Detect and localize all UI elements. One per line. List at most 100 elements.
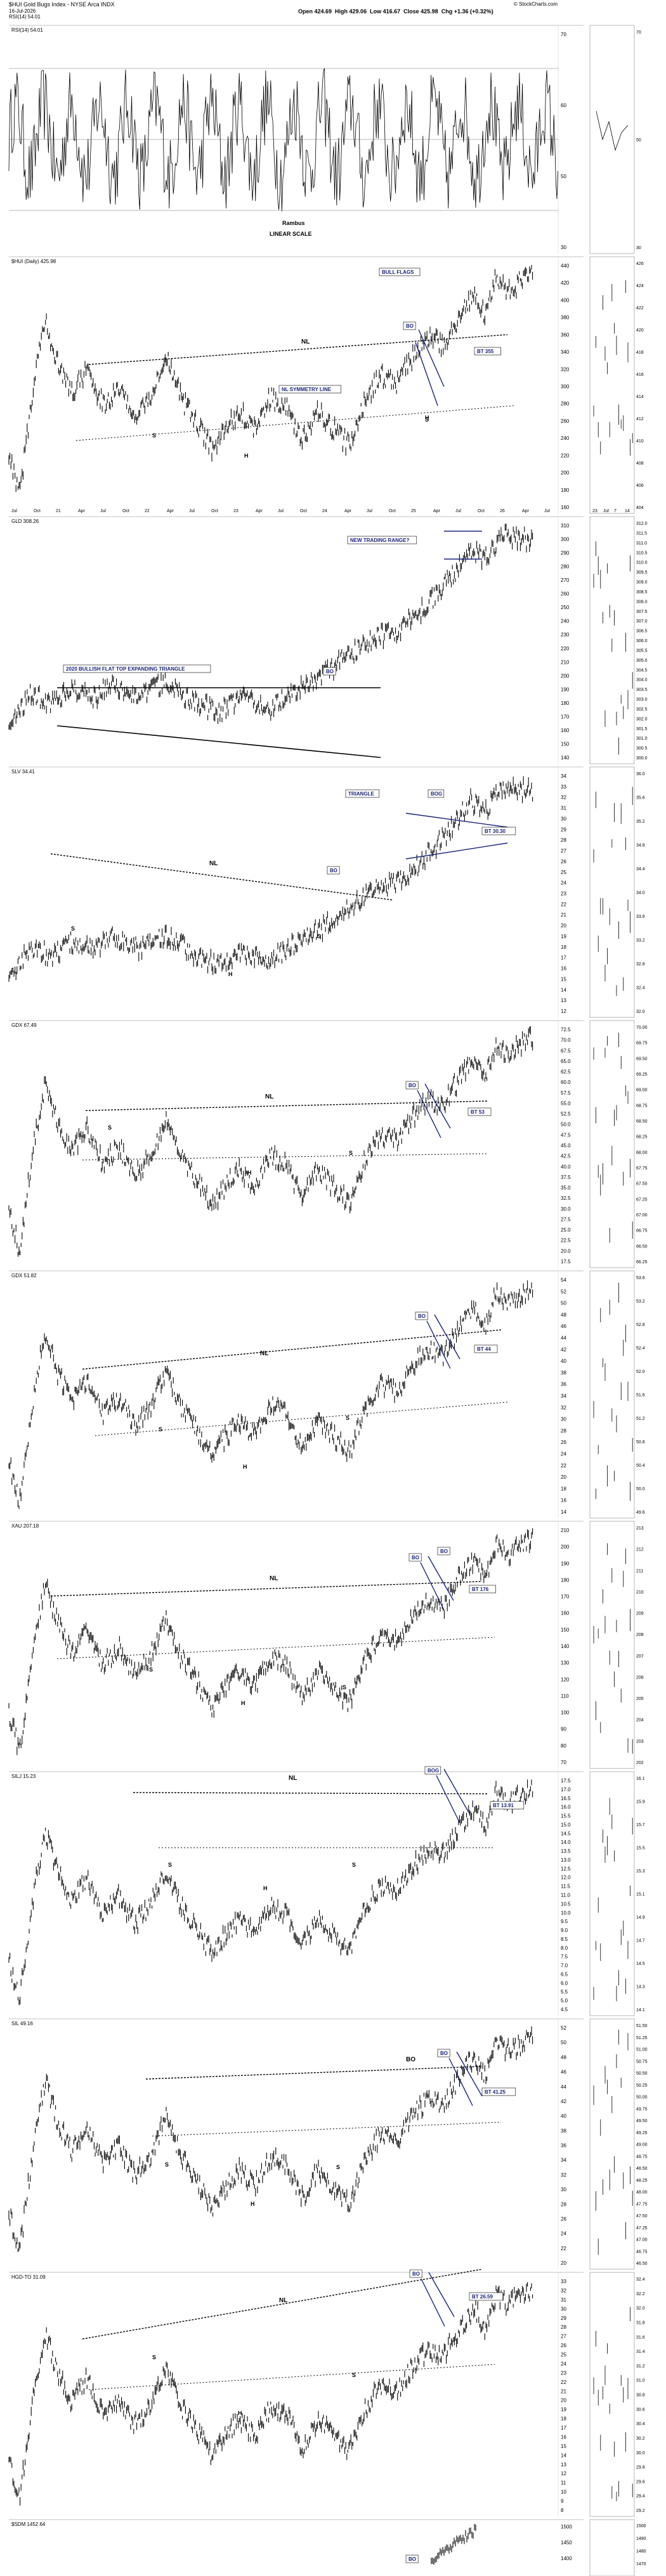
annotation-pattern: S: [168, 1862, 172, 1868]
y-tick-label: 33: [561, 784, 566, 790]
annotation-bo-box: [437, 2049, 450, 2058]
annotation-bo: BO: [412, 2271, 420, 2277]
mini-y-tick-label: 213: [636, 1526, 644, 1531]
mini-y-tick-label: 29.8: [636, 2466, 645, 2470]
mini-candles: [593, 280, 633, 456]
y-tick-label: 17.0: [561, 1787, 571, 1793]
annotation-flat-top-triangle-box: [63, 664, 211, 673]
y-tick-label: 14: [561, 2452, 566, 2458]
x-tick-label: Apr: [522, 509, 530, 513]
mini-y-tick-label: 52.8: [636, 1323, 645, 1327]
y-tick-label: 38: [561, 1370, 566, 1375]
y-tick-label: 160: [561, 728, 570, 733]
x-tick-label: Oct: [122, 509, 129, 513]
y-tick-label: 7.5: [561, 1954, 568, 1960]
low-value: Low 416.67: [370, 8, 401, 15]
x-tick-label: Oct: [478, 509, 485, 513]
mini-y-tick-label: 49.50: [636, 2119, 648, 2123]
y-tick-label: 52: [561, 1289, 566, 1294]
y-tick-label: 30: [561, 2187, 566, 2193]
mini-y-tick-label: 310.5: [636, 551, 648, 555]
y-tick-label: 40: [561, 1358, 566, 1364]
mini-y-tick-label: 66.25: [636, 1260, 648, 1265]
mini-y-tick-label: 300.5: [636, 747, 648, 751]
mini-y-tick-label: 208: [636, 1633, 644, 1637]
slv-price-bars: [8, 776, 533, 982]
flag-channel: [421, 2272, 455, 2327]
mini-y-tick-label: 16.1: [636, 1777, 645, 1781]
y-tick-label: 34: [561, 2158, 566, 2163]
y-tick-label: 8.5: [561, 1936, 568, 1942]
chg-value: Chg +1.36 (+0.32%): [441, 8, 493, 15]
mini-y-tick-label: 312.0: [636, 522, 648, 526]
y-tick-label: 200: [561, 1544, 570, 1550]
annotation-pattern: S: [149, 1666, 153, 1673]
y-tick-label: 24: [561, 1452, 566, 1457]
mini-y-tick-label: 50: [636, 138, 641, 143]
panel-title: $SDM 1452.64: [11, 2521, 46, 2527]
y-tick-label: 70.0: [561, 1038, 571, 1043]
mini-y-tick-label: 32.8: [636, 962, 645, 967]
panel-title: SILJ 15.23: [11, 1774, 36, 1779]
mini-y-tick-label: 301.5: [636, 727, 648, 731]
y-tick-label: 45.0: [561, 1143, 571, 1149]
y-tick-label: 230: [561, 632, 570, 638]
mini-y-tick-label: 14.1: [636, 2008, 645, 2012]
y-tick-label: 16: [561, 1498, 566, 1504]
y-tick-label: 9.5: [561, 1919, 568, 1924]
hui-price-bars: [8, 265, 533, 492]
annotation-bo: BO: [406, 2056, 415, 2063]
y-tick-label: 36: [561, 2143, 566, 2149]
mini-y-tick-label: 308.5: [636, 590, 648, 595]
mini-y-tick-label: 47.50: [636, 2214, 648, 2219]
y-tick-label: 30: [561, 816, 566, 821]
annotation-pattern: S: [159, 1426, 162, 1433]
mini-panel-border: [589, 1521, 635, 1769]
y-tick-label: 18: [561, 2416, 566, 2422]
x-tick-label: 21: [56, 509, 61, 513]
price-bars: [8, 1280, 533, 1509]
mini-y-tick-label: 1480: [636, 2549, 646, 2554]
y-tick-label: 290: [561, 550, 570, 556]
y-tick-label: 380: [561, 315, 570, 321]
mini-y-tick-label: 32.4: [636, 986, 645, 991]
annotation-bo: BO: [440, 1549, 448, 1554]
y-tick-label: 50: [561, 1301, 566, 1306]
x-tick-label: Apr: [78, 509, 86, 513]
annotation-bo-box: [405, 2554, 419, 2563]
mini-y-tick-label: 418: [636, 351, 644, 355]
annotation-pattern: S: [352, 2372, 356, 2378]
mini-candles: [593, 1282, 633, 1501]
mini-y-tick-label: 32.2: [636, 2292, 645, 2296]
annotation-nl: NL: [279, 2297, 287, 2304]
mini-panel-border: [589, 766, 635, 1018]
annotation-bo: BO: [408, 1083, 416, 1088]
y-tick-label: 15.0: [561, 1822, 571, 1827]
annotation-bt-box: [474, 1344, 498, 1353]
y-tick-label: 29: [561, 827, 566, 832]
mini-candles: [593, 1543, 633, 1754]
price-bars: [8, 2026, 533, 2252]
mini-y-tick-label: 15.7: [636, 1823, 645, 1827]
y-tick-label: 180: [561, 700, 570, 706]
y-tick-label: 16.5: [561, 1796, 571, 1801]
y-tick-label: 14.5: [561, 1831, 571, 1836]
y-tick-label: 19: [561, 2407, 566, 2412]
mini-y-tick-label: 50.25: [636, 2083, 648, 2088]
y-tick-label: 4.5: [561, 2007, 568, 2012]
y-tick-label: 47.5: [561, 1132, 571, 1138]
y-tick-label: 23: [561, 891, 566, 897]
annotation-bo-box: [415, 1311, 428, 1320]
y-tick-label: 15: [561, 976, 566, 982]
mini-y-tick-label: 302.0: [636, 717, 648, 721]
mini-y-tick-label: 34.4: [636, 867, 645, 872]
mini-y-tick-label: 307.5: [636, 610, 648, 614]
mini-y-tick-label: 67.50: [636, 1182, 648, 1187]
high-value: High 429.06: [335, 8, 367, 15]
y-tick-label: 15: [561, 2444, 566, 2449]
flag-channel: [426, 1314, 460, 1369]
mini-y-tick-label: 303.0: [636, 698, 648, 702]
mini-y-tick-label: 14.5: [636, 1962, 645, 1966]
date-line: 16-Jul-2026: [9, 8, 36, 14]
y-tick-label: 16: [561, 2434, 566, 2440]
